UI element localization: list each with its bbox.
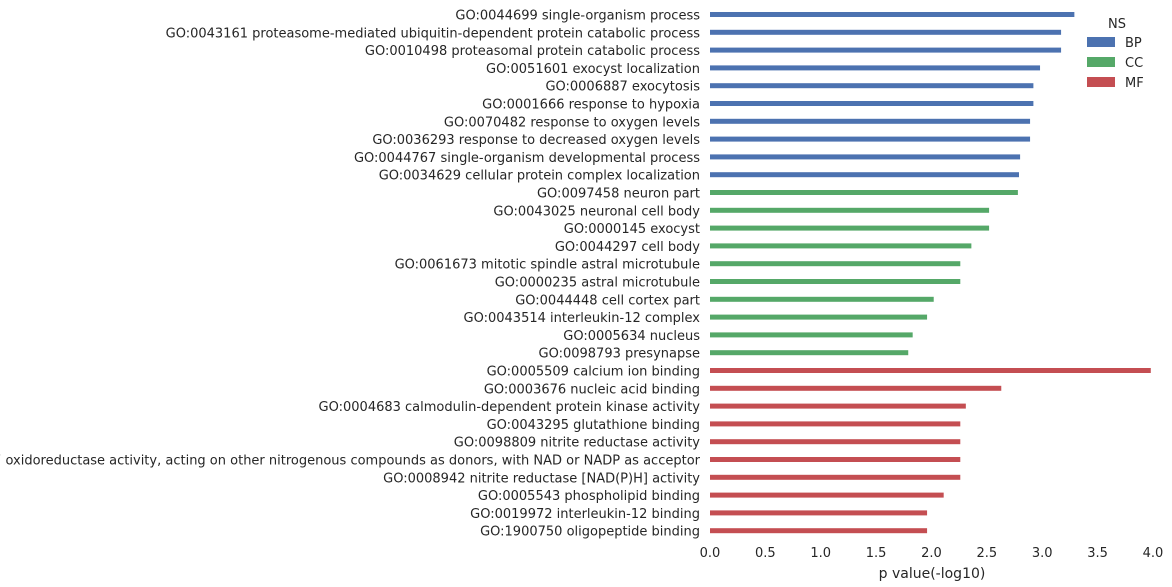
x-tick-label: 4.0 xyxy=(1143,546,1164,561)
category-label: GO:0005543 phospholipid binding xyxy=(478,489,700,504)
bar xyxy=(710,474,961,480)
bar xyxy=(710,403,966,409)
bar xyxy=(710,261,961,267)
category-label: GO:0098809 nitrite reductase activity xyxy=(454,436,701,451)
x-tick-label: 2.0 xyxy=(921,546,942,561)
bar xyxy=(710,47,1062,53)
bars xyxy=(710,12,1151,534)
bar xyxy=(710,243,972,249)
x-tick-label: 0.5 xyxy=(755,546,776,561)
category-label: GO:0044297 cell body xyxy=(555,240,700,255)
category-label: GO:0005509 calcium ion binding xyxy=(487,365,700,380)
bar xyxy=(710,190,1018,195)
legend: NS BP CC MF xyxy=(1087,17,1144,91)
category-label: GO:0006887 exocytosis xyxy=(545,80,700,95)
bar xyxy=(710,83,1034,89)
category-label: GO:0000145 exocyst xyxy=(564,222,700,237)
bar xyxy=(710,368,1151,373)
bar xyxy=(710,172,1019,178)
x-tick-label: 3.5 xyxy=(1087,546,1108,561)
category-label: GO:0098793 presynapse xyxy=(539,347,701,362)
category-labels: GO:0044699 single-organism process GO:004… xyxy=(0,9,701,540)
category-label: GO:0043161 proteasome-mediated ubiquitin… xyxy=(166,26,701,41)
legend-swatch xyxy=(1087,77,1115,87)
category-label: GO:0043025 neuronal cell body xyxy=(493,204,700,219)
bar xyxy=(710,528,928,534)
category-label: GO:0019972 interleukin-12 binding xyxy=(470,507,700,522)
x-tick-label: 3.0 xyxy=(1032,546,1053,561)
bar xyxy=(710,457,961,462)
bar xyxy=(710,65,1041,71)
category-label: GO:0034629 cellular protein complex loca… xyxy=(379,169,700,184)
category-label: GO:0070482 response to oxygen levels xyxy=(444,115,700,130)
x-tick-label: 1.5 xyxy=(866,546,887,561)
x-tick-label: 0.0 xyxy=(700,546,721,561)
bar xyxy=(710,279,961,284)
category-label: GO:0043295 glutathione binding xyxy=(487,418,700,433)
bar xyxy=(710,101,1034,106)
bar xyxy=(710,332,913,338)
x-axis-title: p value(-log10) xyxy=(879,566,986,582)
category-label: GO:0001666 response to hypoxia xyxy=(482,98,700,113)
bar xyxy=(710,207,990,213)
category-label: GO:0000235 astral microtubule xyxy=(495,276,700,291)
legend-swatch xyxy=(1087,57,1115,67)
bar xyxy=(710,154,1021,160)
category-label: GO:0003676 nucleic acid binding xyxy=(484,382,700,397)
category-label: GO:0046857 oxidoreductase activity, acti… xyxy=(0,454,701,469)
bar xyxy=(710,225,990,231)
category-label: GO:1900750 oligopeptide binding xyxy=(480,525,700,540)
category-label: GO:0044767 single-organism developmental… xyxy=(354,151,700,166)
bar xyxy=(710,385,1002,391)
bar xyxy=(710,492,944,498)
legend-swatch xyxy=(1087,37,1115,47)
legend-label: BP xyxy=(1125,36,1142,51)
category-label: GO:0010498 proteasomal protein catabolic… xyxy=(365,44,700,59)
category-label: GO:0043514 interleukin-12 complex xyxy=(464,311,701,326)
bar xyxy=(710,421,961,427)
bar xyxy=(710,29,1062,35)
category-label: GO:0044699 single-organism process xyxy=(455,9,700,24)
bar xyxy=(710,136,1031,142)
bar xyxy=(710,118,1031,124)
x-tick-label: 1.0 xyxy=(810,546,831,561)
bar xyxy=(710,510,928,516)
category-label: GO:0008942 nitrite reductase [NAD(P)H] a… xyxy=(383,471,700,486)
category-label: GO:0004683 calmodulin-dependent protein … xyxy=(319,400,701,415)
legend-label: CC xyxy=(1125,56,1143,71)
bar xyxy=(710,350,909,356)
category-label: GO:0044448 cell cortex part xyxy=(515,293,700,308)
x-axis: p value(-log10) 0.0 0.5 1.0 1.5 2.0 2.5 3.0 3.5… xyxy=(700,546,1164,582)
x-tick-label: 2.5 xyxy=(977,546,998,561)
category-label: GO:0061673 mitotic spindle astral microt… xyxy=(395,258,700,273)
bar xyxy=(710,296,934,302)
legend-label: MF xyxy=(1125,76,1144,91)
bar xyxy=(710,439,961,445)
legend-title: NS xyxy=(1108,17,1126,32)
category-label: GO:0097458 neuron part xyxy=(537,187,700,202)
category-label: GO:0051601 exocyst localization xyxy=(486,62,700,77)
category-label: GO:0036293 response to decreased oxygen … xyxy=(372,133,700,148)
bar xyxy=(710,314,928,320)
category-label: GO:0005634 nucleus xyxy=(563,329,700,344)
bar xyxy=(710,12,1075,17)
